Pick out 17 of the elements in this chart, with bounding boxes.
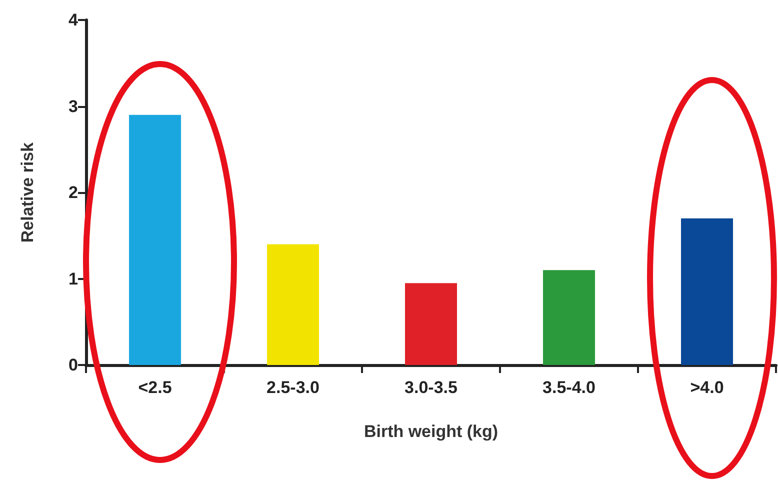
y-tick-label: 1: [68, 269, 78, 288]
y-axis-title: Relative risk: [18, 142, 37, 243]
x-tick-label: 3.5-4.0: [542, 378, 596, 397]
bar: [129, 114, 181, 365]
bar: [543, 270, 595, 365]
x-axis-title: Birth weight (kg): [364, 422, 498, 441]
x-tick-label: 3.0-3.5: [404, 378, 458, 397]
x-tick-label: <2.5: [138, 378, 172, 397]
bar: [405, 283, 457, 365]
bar: [681, 218, 733, 365]
bar: [267, 244, 319, 365]
y-tick-label: 3: [68, 96, 78, 116]
x-tick-label: >4.0: [690, 378, 724, 397]
y-tick-label: 4: [68, 10, 79, 30]
y-tick-label: 2: [68, 183, 78, 202]
y-tick-label: 0: [68, 356, 78, 374]
x-tick-label: 2.5-3.0: [266, 378, 320, 397]
